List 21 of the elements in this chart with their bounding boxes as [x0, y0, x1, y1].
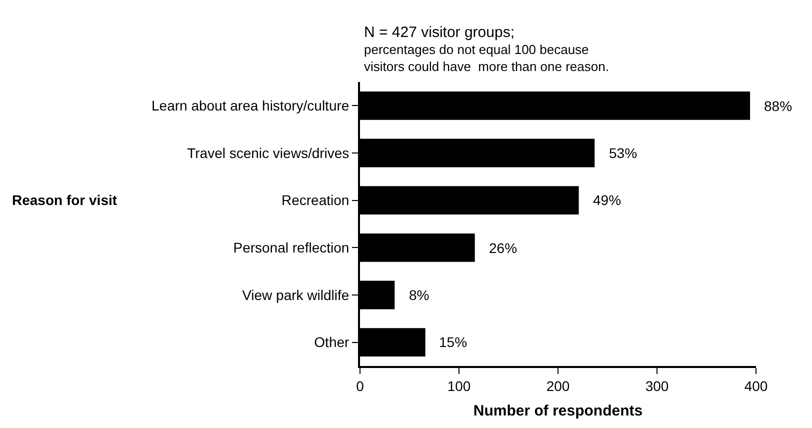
y-tick-label: View park wildlife: [242, 286, 350, 303]
annotation: 8%: [409, 287, 430, 303]
y-tick-label: Personal reflection: [233, 240, 350, 256]
y-tick-label: Travel scenic views/drives: [187, 144, 350, 161]
annotation: 15%: [439, 334, 468, 350]
y-tick-label: Recreation: [281, 192, 350, 208]
x-tick-label: 200: [546, 378, 570, 394]
annotation: 88%: [764, 98, 792, 114]
annotation: 49%: [593, 192, 622, 208]
annotation: 26%: [489, 240, 518, 256]
chart-subtitle: percentages do not equal 100 because visitors could have more than one reason.: [364, 42, 609, 74]
x-axis-title: Number of respondents: [473, 402, 643, 420]
x-tick-label: 100: [447, 378, 471, 394]
y-tick-label: Learn about area history/culture: [152, 98, 350, 114]
y-axis-title: Reason for visit: [12, 192, 118, 208]
x-tick-label: 400: [744, 378, 768, 394]
chart-title: N = 427 visitor groups;: [364, 24, 514, 41]
annotation: 53%: [609, 145, 638, 161]
x-tick-label: 0: [356, 378, 364, 394]
y-tick-label: Other: [314, 334, 350, 350]
x-tick-label: 300: [645, 378, 669, 394]
